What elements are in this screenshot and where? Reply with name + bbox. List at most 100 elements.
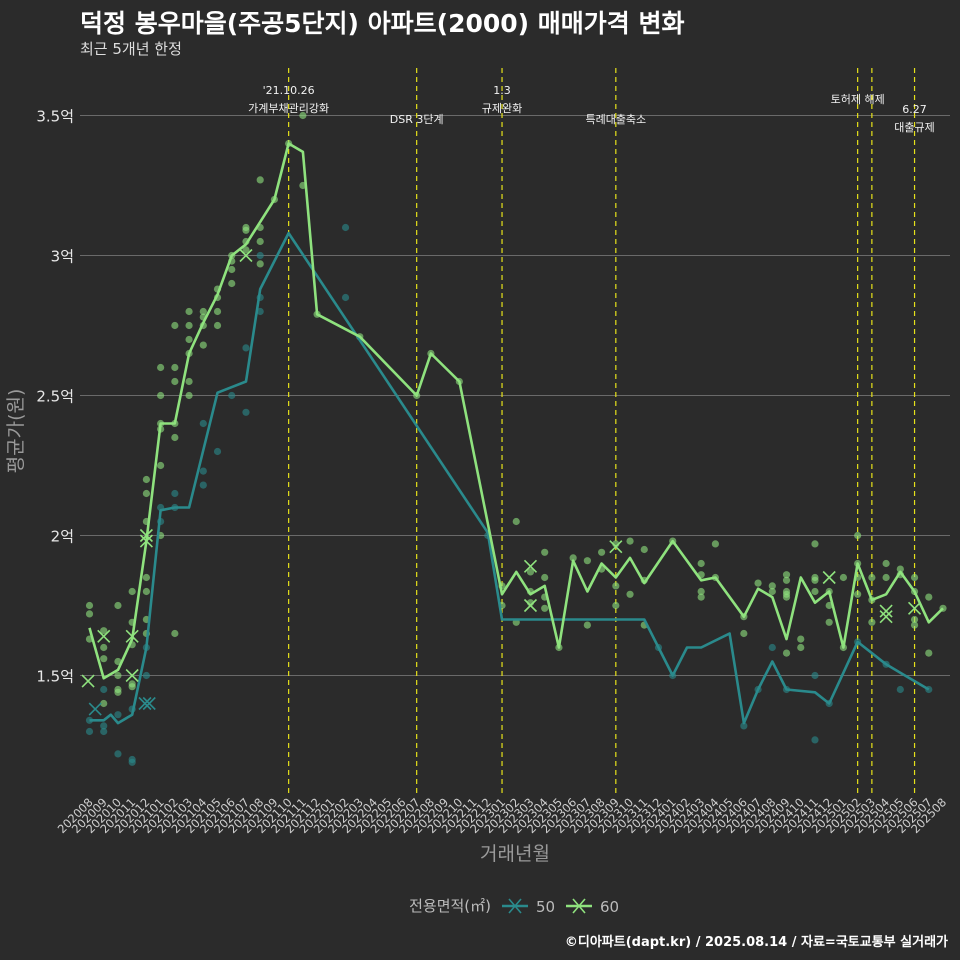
data-point-60 [242,226,250,234]
data-point-50 [256,251,264,260]
data-point-50 [100,722,108,730]
event-label: DSR 3단계 [390,113,444,126]
cross-mark-60 [81,674,95,688]
data-point-60 [256,237,264,246]
data-point-50 [114,750,122,758]
data-point-60 [925,649,933,657]
data-point-60 [171,321,179,330]
data-point-60 [782,593,791,601]
data-point-60 [910,615,919,624]
data-point-50 [199,481,207,489]
event-label: 규제완화 [482,102,522,115]
data-point-50 [242,408,250,416]
data-point-60 [854,531,862,540]
data-point-50 [85,727,94,736]
data-point-60 [100,655,108,663]
data-point-60 [199,341,207,349]
legend-title: 전용면적(㎡) [409,897,491,915]
data-point-60 [740,629,748,638]
data-point-60 [171,363,179,372]
data-point-50 [768,643,776,652]
cross-mark-60 [125,668,139,683]
data-point-60 [811,576,819,584]
data-point-50 [213,447,222,456]
data-point-60 [185,391,193,400]
data-point-60 [157,363,165,372]
data-point-50 [100,727,108,736]
legend-swatch-cross [572,898,586,914]
cross-mark-60 [97,629,111,643]
series-line-60 [88,142,944,680]
data-point-60 [299,111,307,120]
data-point-60 [157,391,165,400]
cross-mark-60 [139,534,153,548]
data-point-60 [157,461,165,470]
data-point-50 [896,685,904,694]
data-point-60 [811,587,819,596]
data-point-60 [228,265,236,274]
data-point-60 [910,573,919,582]
data-point-60 [768,587,776,596]
y-tick-label: 3억 [51,248,74,266]
cross-mark-60 [125,629,139,643]
data-point-60 [882,573,890,582]
data-point-60 [199,307,207,316]
data-point-60 [868,573,876,582]
data-point-60 [114,671,122,680]
event-label: 가계부채관리강화 [248,102,329,115]
data-point-60 [754,579,762,587]
data-point-60 [882,559,890,568]
data-point-60 [142,475,150,484]
data-point-60 [142,573,150,582]
data-point-60 [868,618,876,626]
data-point-60 [825,618,833,626]
event-label: 6.27 [902,103,927,116]
data-point-60 [541,604,549,612]
data-point-60 [839,573,848,582]
cross-mark-60 [822,570,836,585]
cross-mark-60 [907,601,922,615]
data-point-50 [740,722,748,730]
data-point-60 [185,377,193,386]
event-label: 토허제 해제 [831,92,885,106]
data-point-60 [626,537,634,545]
data-point-60 [541,548,549,556]
x-axis-title: 거래년월 [480,843,550,865]
data-point-60 [910,621,919,629]
data-point-50 [114,711,122,719]
y-tick-label: 2.5억 [36,388,74,406]
data-point-60 [171,377,179,386]
data-point-60 [512,517,520,526]
data-point-60 [697,593,705,601]
data-point-50 [242,344,250,352]
data-point-60 [583,557,591,565]
data-point-60 [583,621,591,629]
data-point-60 [782,571,791,579]
data-point-60 [797,643,805,652]
cross-mark-50 [138,696,152,711]
data-point-50 [100,685,108,694]
data-point-60 [541,573,549,582]
data-point-60 [697,587,705,596]
data-point-60 [185,321,193,330]
legend-swatch-cross [508,898,522,914]
data-point-50 [199,419,207,428]
data-point-60 [526,568,535,576]
data-point-60 [854,590,862,598]
data-point-60 [100,699,108,708]
data-point-50 [341,223,350,232]
data-point-60 [171,629,179,638]
data-point-60 [598,548,606,556]
data-point-60 [612,582,620,590]
data-point-60 [626,590,634,598]
data-point-60 [768,582,776,590]
data-point-60 [925,593,933,601]
data-point-60 [896,565,904,573]
data-point-60 [569,554,577,562]
data-point-60 [782,576,791,584]
data-point-60 [811,540,819,548]
data-point-60 [782,649,791,657]
event-label: 대출규제 [894,121,934,134]
data-point-60 [256,260,264,268]
